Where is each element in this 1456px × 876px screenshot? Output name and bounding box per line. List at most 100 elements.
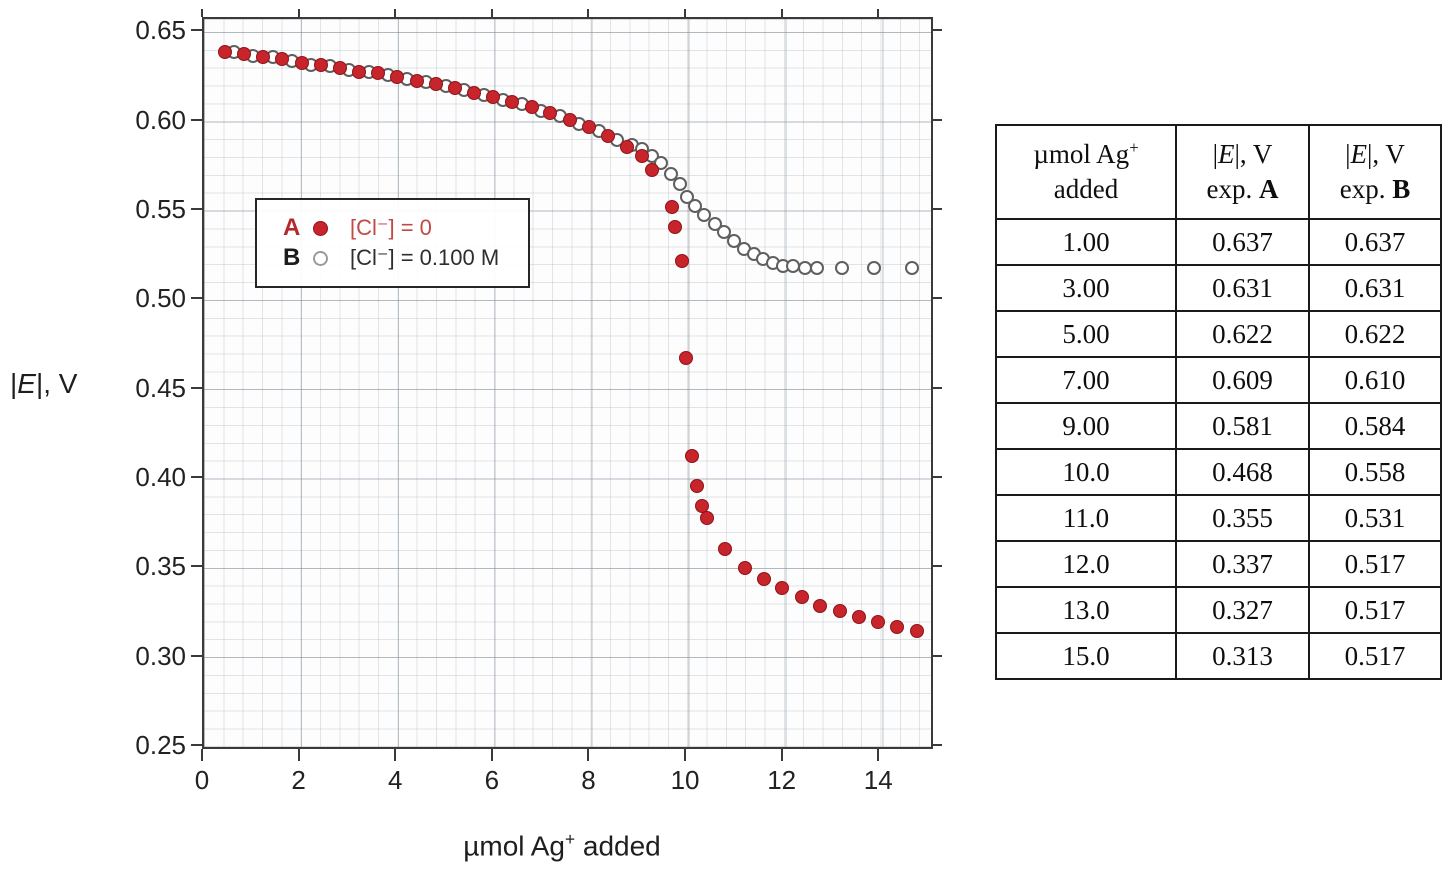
y-tick-right <box>933 654 942 657</box>
table-cell: 12.0 <box>995 540 1177 588</box>
titration-chart: |E|, V A [Cl⁻] = 0 B [Cl⁻] = 0.100 M µmo… <box>10 9 942 862</box>
x-tick <box>297 749 300 761</box>
table-cell: 1.00 <box>995 218 1177 266</box>
header-text-segment: |, V <box>1366 138 1405 169</box>
data-point-series-b <box>835 261 850 276</box>
table-cell: 0.313 <box>1175 632 1310 680</box>
x-tick <box>394 749 397 761</box>
data-point-series-a <box>738 561 753 576</box>
table-cell: 0.327 <box>1175 586 1310 634</box>
x-axis-label-post: added <box>575 830 661 862</box>
table-header-cell: µmol Ag+ added <box>995 124 1177 220</box>
table-cell: 0.622 <box>1175 310 1310 358</box>
data-point-series-a <box>684 448 699 463</box>
y-tick <box>191 476 203 479</box>
data-point-series-a <box>447 80 462 95</box>
header-text-segment: µmol Ag <box>1033 138 1130 169</box>
y-tick-label: 0.25 <box>135 730 186 760</box>
x-axis-label-sup: + <box>564 829 576 849</box>
x-axis-label: µmol Ag+ added <box>402 829 722 862</box>
x-tick-label: 10 <box>670 765 700 795</box>
x-tick-label: 14 <box>863 765 893 795</box>
header-text-segment: E <box>1217 138 1235 169</box>
data-point-series-a <box>775 581 790 595</box>
data-point-series-b <box>809 261 824 276</box>
data-point-series-a <box>644 162 659 177</box>
table-cell: 0.581 <box>1175 402 1310 450</box>
plot-area: A [Cl⁻] = 0 B [Cl⁻] = 0.100 M <box>202 17 933 749</box>
x-tick <box>490 749 493 761</box>
data-point-series-a <box>562 112 577 127</box>
header-line-1: |E|, V <box>1177 137 1308 172</box>
y-tick-label: 0.50 <box>135 283 186 314</box>
y-tick-right <box>933 29 942 32</box>
data-point-series-a <box>620 139 635 154</box>
x-tick-top <box>490 9 493 17</box>
x-tick-top <box>297 9 300 17</box>
data-point-series-b <box>866 261 881 276</box>
header-line-2: added <box>997 172 1175 207</box>
table-row: 12.0 0.337 0.517 <box>995 540 1442 588</box>
data-point-series-a <box>756 572 771 587</box>
table-cell: 0.558 <box>1308 448 1442 496</box>
data-point-series-a <box>294 55 309 70</box>
legend-label-b: [Cl⁻] = 0.100 M <box>350 245 500 270</box>
data-point-series-a <box>485 89 500 104</box>
table-cell: 13.0 <box>995 586 1177 634</box>
y-tick-label: 0.60 <box>135 104 186 135</box>
header-line-1: µmol Ag+ <box>997 137 1175 172</box>
data-point-series-a <box>255 50 270 65</box>
data-point-series-a <box>390 70 405 85</box>
data-point-series-a <box>313 57 328 72</box>
data-point-series-a <box>678 350 693 365</box>
legend-row-a: A [Cl⁻] = 0 <box>283 213 528 243</box>
data-point-series-a <box>668 220 683 235</box>
table-cell: 0.584 <box>1308 402 1442 450</box>
header-line-1: |E|, V <box>1310 137 1440 172</box>
y-tick-label: 0.30 <box>135 640 186 671</box>
data-point-series-a <box>852 609 867 624</box>
table-cell: 0.531 <box>1308 494 1442 542</box>
y-tick-right <box>933 565 942 568</box>
x-tick-top <box>201 9 203 17</box>
y-tick-right <box>933 118 942 121</box>
table-cell: 15.0 <box>995 632 1177 680</box>
header-text-segment: | <box>1345 138 1351 169</box>
header-text-segment: exp. <box>1206 174 1259 204</box>
table-cell: 0.610 <box>1308 356 1442 404</box>
table-cell: 0.517 <box>1308 586 1442 634</box>
filled-circle-icon <box>313 220 328 236</box>
legend-row-b: B [Cl⁻] = 0.100 M <box>283 243 528 273</box>
data-point-series-a <box>332 61 347 76</box>
y-tick-right <box>933 208 942 211</box>
table-cell: 3.00 <box>995 264 1177 312</box>
table-row: 11.0 0.355 0.531 <box>995 494 1442 542</box>
x-tick-top <box>877 9 880 17</box>
header-text-segment: A <box>1258 174 1279 204</box>
y-tick-right <box>933 476 942 479</box>
x-tick-top <box>587 9 590 17</box>
table-cell: 0.631 <box>1308 264 1442 312</box>
data-point-series-a <box>237 46 252 61</box>
header-text-segment: added <box>1053 174 1119 204</box>
table-cell: 7.00 <box>995 356 1177 404</box>
data-point-series-a <box>795 589 810 604</box>
data-point-series-a <box>718 541 733 556</box>
data-point-series-a <box>428 77 443 92</box>
data-point-series-a <box>505 95 520 110</box>
legend-key-b: B <box>283 244 301 271</box>
data-point-series-a <box>664 200 679 215</box>
header-text-segment: |, V <box>1234 138 1273 169</box>
data-point-series-a <box>600 129 615 144</box>
data-point-series-a <box>812 598 827 613</box>
data-point-series-a <box>581 120 596 135</box>
y-tick <box>191 386 203 389</box>
data-point-series-a <box>675 254 690 269</box>
x-tick-label: 12 <box>767 765 797 795</box>
header-text-segment: E <box>1350 138 1367 169</box>
data-point-series-b <box>664 166 679 181</box>
